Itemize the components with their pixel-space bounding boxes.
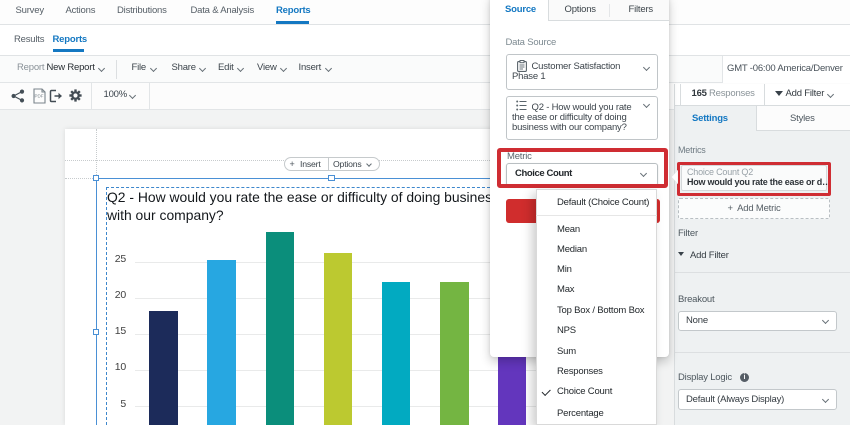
svg-text:PDF: PDF <box>35 94 44 99</box>
